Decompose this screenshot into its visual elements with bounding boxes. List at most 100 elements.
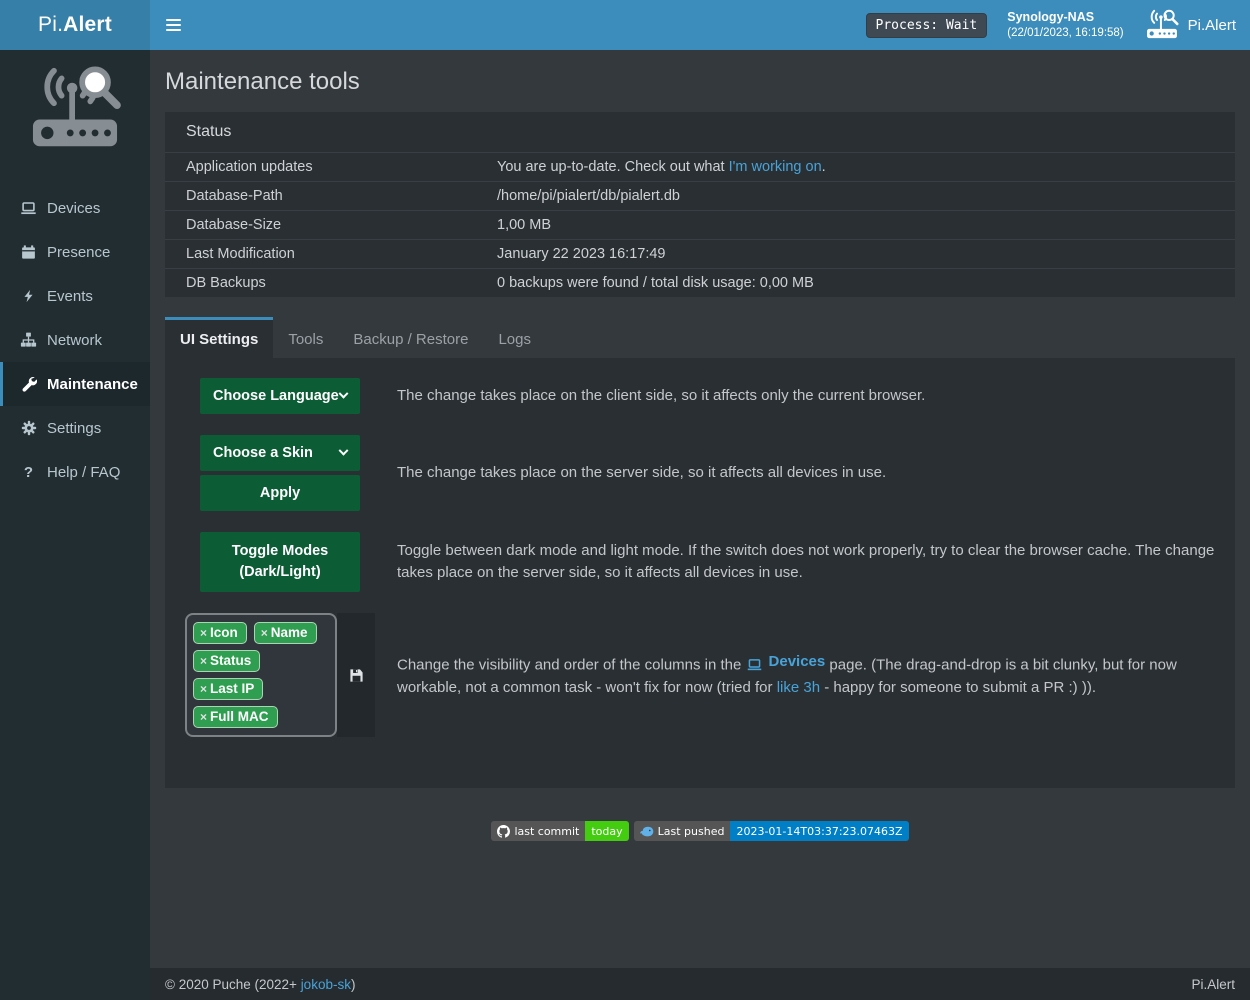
status-row-last-modification: Last Modification January 22 2023 16:17:…	[165, 239, 1235, 268]
sidebar-item-label: Devices	[47, 199, 101, 217]
tab-backup-restore[interactable]: Backup / Restore	[353, 331, 469, 348]
badge-value: 2023-01-14T03:37:23.07463Z	[736, 824, 903, 838]
sidebar-item-label: Maintenance	[47, 375, 138, 393]
toggle-modes-button[interactable]: Toggle Modes (Dark/Light)	[200, 532, 360, 592]
save-icon	[350, 668, 363, 682]
toggle-modes-line1: Toggle Modes	[231, 543, 329, 559]
columns-desc-text: - happy for someone to submit a PR :) ))…	[820, 678, 1096, 696]
laptop-icon	[20, 200, 37, 216]
tag-icon-column[interactable]: × Icon	[193, 622, 247, 644]
status-value: You are up-to-date. Check out what I'm w…	[497, 159, 826, 175]
sidebar-menu: Devices Presence Events Network	[0, 186, 150, 494]
sidebar-item-help[interactable]: ? Help / FAQ	[0, 450, 150, 494]
close-icon[interactable]: ×	[200, 625, 208, 640]
sidebar-item-presence[interactable]: Presence	[0, 230, 150, 274]
sidebar-item-label: Help / FAQ	[47, 463, 121, 481]
tag-name-column[interactable]: × Name	[253, 622, 317, 644]
jokob-sk-link[interactable]: jokob-sk	[300, 976, 351, 992]
sidebar-item-events[interactable]: Events	[0, 274, 150, 318]
process-status-badge: Process: Wait	[865, 12, 988, 38]
toggle-description: Toggle between dark mode and light mode.…	[397, 542, 1215, 581]
tab-tools[interactable]: Tools	[288, 331, 324, 348]
top-navbar: Process: Wait Synology-NAS (22/01/2023, …	[150, 0, 1250, 50]
working-on-link[interactable]: I'm working on	[728, 159, 822, 175]
bolt-icon	[20, 288, 37, 304]
status-value: 0 backups were found / total disk usage:…	[497, 275, 814, 291]
chevron-down-icon	[338, 445, 349, 456]
footer-brand: Pi.Alert	[1191, 976, 1235, 992]
sidebar-item-label: Settings	[47, 419, 102, 437]
last-pushed-badge[interactable]: Last pushed 2023-01-14T03:37:23.07463Z	[633, 821, 909, 841]
hamburger-icon[interactable]	[166, 16, 184, 34]
language-setting-row: Choose Language The change takes place o…	[185, 378, 1215, 414]
status-label: Last Modification	[186, 246, 295, 262]
status-label: DB Backups	[186, 275, 266, 291]
devices-link-label: Devices	[768, 653, 826, 671]
skin-select[interactable]: Choose a Skin	[200, 435, 360, 471]
sidebar-item-label: Events	[47, 287, 93, 305]
footer-copyright-text: © 2020 Puche (2022+	[165, 976, 301, 992]
tag-label: Name	[270, 625, 308, 640]
host-name: Synology-NAS	[1007, 10, 1095, 24]
language-select[interactable]: Choose Language	[200, 378, 360, 414]
host-info: Synology-NAS (22/01/2023, 16:19:58)	[1007, 9, 1123, 41]
status-value-text: .	[821, 159, 826, 175]
tag-label: Status	[210, 653, 252, 668]
tag-lastip-column[interactable]: × Last IP	[193, 678, 264, 700]
status-row-application-updates: Application updates You are up-to-date. …	[165, 152, 1235, 181]
apply-button[interactable]: Apply	[200, 475, 360, 511]
badge-label: last commit	[514, 824, 580, 838]
status-value-text: You are up-to-date. Check out what	[497, 159, 729, 175]
status-panel: Status Application updates You are up-to…	[165, 112, 1235, 297]
save-columns-button[interactable]	[337, 613, 375, 737]
close-icon[interactable]: ×	[200, 653, 208, 668]
tag-status-column[interactable]: × Status	[193, 650, 261, 672]
footer-copyright: © 2020 Puche (2022+ jokob-sk)	[165, 977, 355, 992]
host-timestamp: (22/01/2023, 16:19:58)	[1007, 27, 1124, 39]
skin-select-label: Choose a Skin	[213, 445, 313, 461]
sidebar-item-network[interactable]: Network	[0, 318, 150, 362]
badge-value: today	[591, 824, 623, 838]
last-commit-badge[interactable]: last commit today	[491, 821, 629, 841]
status-value: /home/pi/pialert/db/pialert.db	[497, 188, 680, 204]
footer-copyright-text: )	[350, 976, 356, 992]
gear-icon	[20, 420, 37, 436]
docker-whale-icon	[639, 826, 653, 836]
app-logo[interactable]: Pi.Alert	[0, 0, 150, 50]
status-row-database-size: Database-Size 1,00 MB	[165, 210, 1235, 239]
sidebar-item-settings[interactable]: Settings	[0, 406, 150, 450]
sidebar: Devices Presence Events Network	[0, 50, 150, 1000]
tag-label: Icon	[210, 625, 238, 640]
tab-ui-settings[interactable]: UI Settings	[165, 317, 274, 358]
skin-description: The change takes place on the server sid…	[397, 464, 887, 481]
page-title: Maintenance tools	[165, 68, 360, 95]
status-value: January 22 2023 16:17:49	[497, 246, 666, 262]
close-icon[interactable]: ×	[200, 681, 208, 696]
columns-tag-box[interactable]: × Icon × Name × Status × Last IP × Full MAC	[185, 613, 338, 737]
tag-label: Last IP	[210, 681, 255, 696]
skin-setting-row: Choose a Skin Apply The change takes pla…	[185, 435, 1215, 511]
sidebar-item-devices[interactable]: Devices	[0, 186, 150, 230]
header-brand: Pi.Alert	[1144, 9, 1236, 41]
like-3h-link[interactable]: like 3h	[776, 678, 821, 696]
tag-fullmac-column[interactable]: × Full MAC	[193, 706, 278, 728]
columns-desc-text: page. (The drag-and-drop is a bit clunky…	[397, 656, 1177, 696]
tab-logs[interactable]: Logs	[498, 331, 531, 348]
wrench-icon	[20, 376, 37, 392]
badge-label: Last pushed	[657, 824, 725, 838]
devices-page-link[interactable]: Devices	[746, 651, 826, 673]
status-label: Database-Size	[186, 217, 282, 233]
laptop-icon	[747, 658, 761, 670]
header-brand-text: Pi.Alert	[1187, 16, 1236, 34]
main-content: Maintenance tools Status Application upd…	[150, 50, 1250, 968]
columns-desc-text: Change the visibility and order of the c…	[397, 656, 746, 674]
sidebar-item-label: Network	[47, 331, 103, 349]
close-icon[interactable]: ×	[200, 709, 208, 724]
status-label: Application updates	[186, 159, 313, 175]
pialert-router-search-icon	[1146, 9, 1179, 39]
close-icon[interactable]: ×	[260, 625, 268, 640]
status-row-db-backups: DB Backups 0 backups were found / total …	[165, 268, 1235, 297]
sidebar-item-maintenance[interactable]: Maintenance	[0, 362, 150, 406]
toggle-modes-line2: (Dark/Light)	[239, 564, 321, 580]
